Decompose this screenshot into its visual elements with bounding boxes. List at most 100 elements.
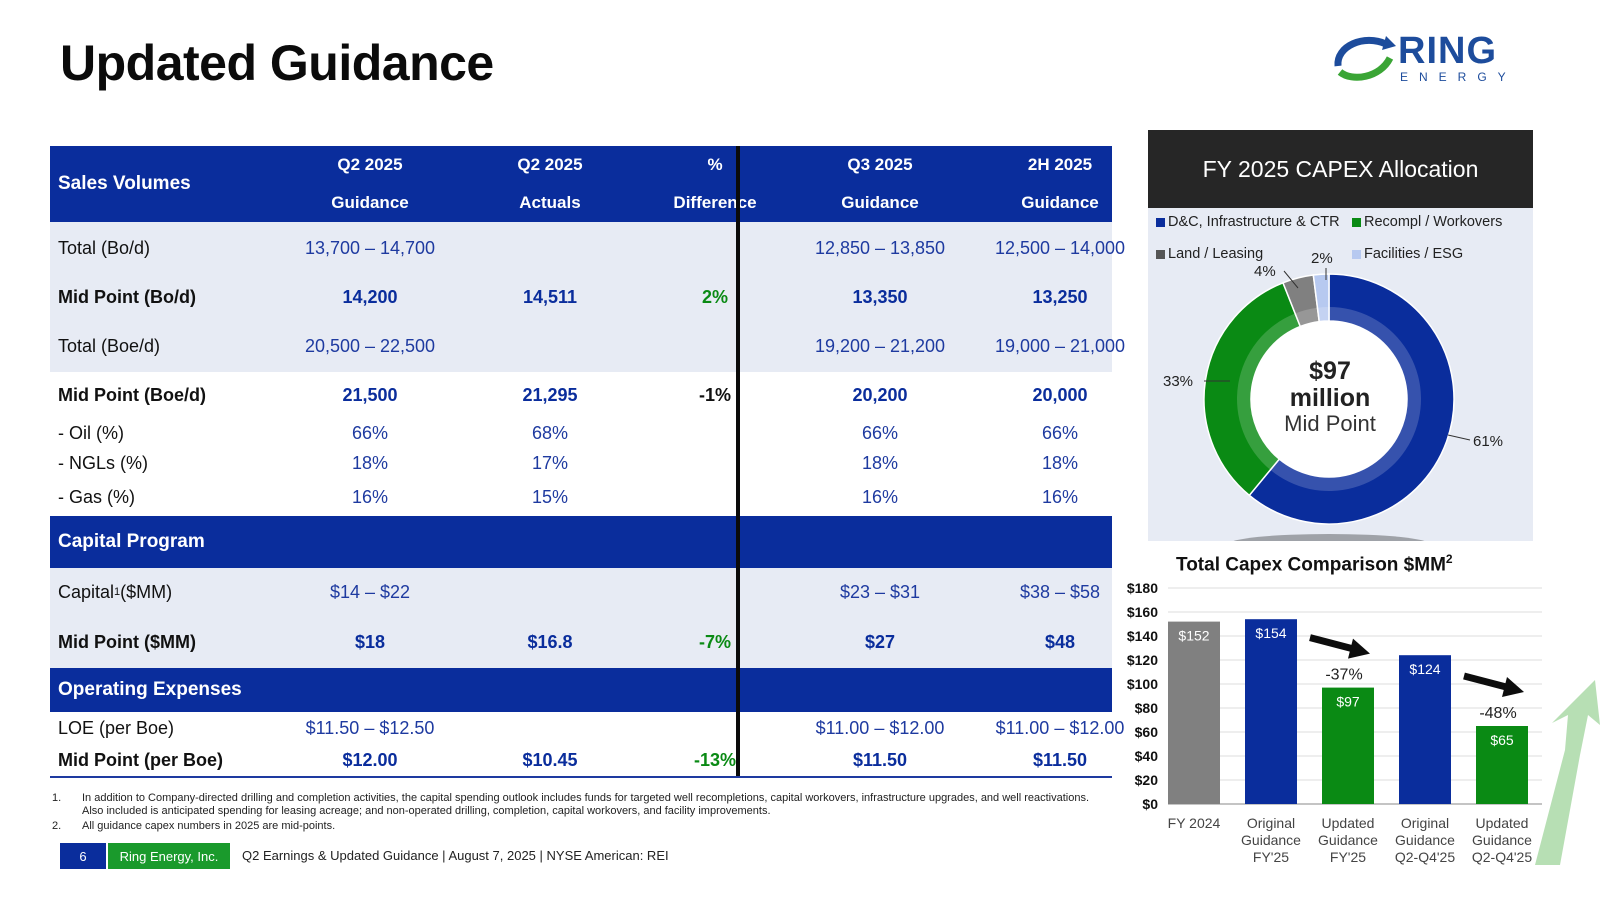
row-value: 13,700 – 14,700 bbox=[304, 237, 436, 258]
legend-item: Facilities / ESG bbox=[1352, 246, 1463, 262]
company-badge: Ring Energy, Inc. bbox=[108, 843, 230, 869]
x-category-label: Guidance bbox=[1241, 832, 1301, 848]
table-header-label: Sales Volumes bbox=[58, 173, 191, 194]
chart-title-text: Total Capex Comparison $MM bbox=[1176, 554, 1446, 576]
row-value: 19,200 – 21,200 bbox=[814, 335, 946, 356]
row-value bbox=[640, 418, 790, 448]
x-category-label: Guidance bbox=[1318, 832, 1378, 848]
table-header-cell: 2H 2025 Guidance bbox=[970, 146, 1150, 222]
row-label-text: Capital bbox=[58, 581, 115, 602]
row-value: 13,250 bbox=[1032, 286, 1088, 307]
x-category-label: Guidance bbox=[1472, 832, 1532, 848]
donut-center-caption: Mid Point bbox=[1284, 411, 1376, 436]
table-row: - NGLs (%) 18% 17% 18% 18% bbox=[50, 448, 1112, 479]
legend-swatch bbox=[1156, 249, 1165, 259]
row-value: $11.50 bbox=[1032, 749, 1088, 770]
row-label-sup: 1 bbox=[114, 586, 121, 598]
row-value bbox=[460, 668, 640, 712]
x-category-label: Updated bbox=[1476, 815, 1529, 831]
table-row: LOE (per Boe) $11.50 – $12.50 $11.00 – $12… bbox=[50, 712, 1124, 746]
y-tick-label: $120 bbox=[1127, 652, 1158, 668]
leader-line bbox=[1283, 270, 1299, 289]
row-value bbox=[640, 448, 790, 478]
capex-allocation-title: FY 2025 CAPEX Allocation bbox=[1148, 130, 1533, 208]
down-arrow-icon bbox=[1309, 634, 1370, 659]
row-label: Mid Point ($MM) bbox=[58, 631, 196, 652]
table-header-row: Sales Volumes Q2 2025 Guidance Q2 2025 Actua… bbox=[50, 146, 1112, 222]
donut-slice-inner bbox=[1317, 307, 1329, 322]
table-row: Mid Point ($MM) $18 $16.8 -7% $27 $48 bbox=[50, 616, 1112, 668]
donut-slice-inner bbox=[1295, 307, 1320, 327]
x-category-label: Original bbox=[1401, 815, 1449, 831]
row-label: - Oil (%) bbox=[58, 422, 124, 443]
footer-text: Q2 Earnings & Updated Guidance | August … bbox=[242, 848, 669, 863]
row-value: 16% bbox=[1041, 486, 1079, 507]
row-label: Total (Boe/d) bbox=[58, 335, 161, 356]
y-tick-label: $20 bbox=[1135, 772, 1159, 788]
row-value bbox=[970, 516, 1150, 568]
row-label: - Gas (%) bbox=[58, 486, 136, 507]
x-category-label: FY 2024 bbox=[1168, 815, 1221, 831]
row-value bbox=[790, 516, 970, 568]
row-value: 18% bbox=[351, 452, 389, 473]
row-value: 66% bbox=[351, 422, 389, 443]
page-title: Updated Guidance bbox=[60, 35, 494, 91]
row-value: 17% bbox=[531, 452, 569, 473]
capex-bar-chart: $0 $20 $40 $60 $80 $100 $120 $140 $160 $180 $152 FY… bbox=[1127, 580, 1600, 865]
legend-item: Land / Leasing bbox=[1156, 246, 1263, 262]
legend-item: Recompl / Workovers bbox=[1352, 214, 1502, 230]
row-value: 19,000 – 21,000 bbox=[994, 335, 1126, 356]
row-label: Capital Program bbox=[58, 531, 205, 552]
leader-line bbox=[1447, 434, 1471, 441]
row-value: -1% bbox=[698, 384, 731, 405]
row-value: 20,500 – 22,500 bbox=[304, 335, 436, 356]
y-tick-label: $60 bbox=[1135, 724, 1159, 740]
header-line-2: Guidance bbox=[331, 193, 409, 212]
footnote-number: 1. bbox=[52, 792, 62, 804]
row-value: 13,350 bbox=[852, 286, 908, 307]
x-category-label: Updated bbox=[1322, 815, 1375, 831]
donut-shadow bbox=[1233, 534, 1425, 541]
header-line-1: % bbox=[707, 155, 723, 174]
slice-value-label: 33% bbox=[1163, 373, 1193, 390]
row-value: 21,295 bbox=[522, 384, 578, 405]
table-row: Mid Point (Boe/d) 21,500 21,295 -1% 20,200 20… bbox=[50, 372, 1112, 420]
row-value: $10.45 bbox=[522, 749, 578, 770]
row-value: 14,511 bbox=[522, 286, 578, 307]
bar bbox=[1168, 621, 1220, 804]
row-label: Mid Point (per Boe) bbox=[58, 749, 223, 770]
row-value bbox=[460, 568, 640, 616]
bar-value-label: $97 bbox=[1336, 694, 1360, 710]
row-value: 14,200 bbox=[342, 286, 398, 307]
capex-donut-chart: 61% 33% 4% 2% bbox=[1163, 250, 1503, 541]
table-row: Operating Expenses bbox=[50, 668, 1112, 712]
footnote-number: 2. bbox=[52, 820, 62, 832]
row-value bbox=[640, 568, 790, 616]
y-tick-label: $160 bbox=[1127, 604, 1158, 620]
slice-value-label: 2% bbox=[1311, 250, 1333, 267]
y-tick-label: $180 bbox=[1127, 580, 1158, 596]
company-logo: RING ENERGY bbox=[1330, 30, 1530, 86]
row-value: $38 – $58 bbox=[1019, 581, 1101, 602]
donut-slice-inner bbox=[1270, 307, 1421, 492]
bar bbox=[1476, 726, 1528, 804]
decorative-growth-arrow-icon bbox=[1535, 680, 1600, 865]
bar-value-label: $65 bbox=[1490, 732, 1514, 748]
legend-label: D&C, Infrastructure & CTR bbox=[1168, 214, 1340, 230]
row-value bbox=[640, 222, 790, 274]
row-value: -7% bbox=[698, 631, 731, 652]
row-value bbox=[790, 668, 970, 712]
row-value: $11.50 – $12.50 bbox=[305, 717, 435, 738]
row-value: 2% bbox=[701, 286, 728, 307]
footnotes: 1. In addition to Company-directed drill… bbox=[52, 792, 1092, 832]
row-label: Mid Point (Boe/d) bbox=[58, 384, 206, 405]
table-divider bbox=[736, 146, 740, 776]
y-tick-label: $100 bbox=[1127, 676, 1158, 692]
x-category-label: FY'25 bbox=[1253, 849, 1289, 865]
row-label-tail: ($MM) bbox=[120, 581, 173, 602]
row-value: 20,200 bbox=[852, 384, 908, 405]
donut-slice-inner bbox=[1237, 313, 1301, 470]
row-value bbox=[640, 516, 790, 568]
x-category-label: Q2-Q4'25 bbox=[1472, 849, 1532, 865]
legend-swatch bbox=[1352, 217, 1361, 227]
